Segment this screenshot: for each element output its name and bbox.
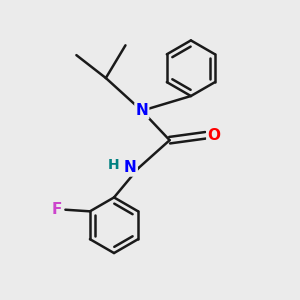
Text: H: H xyxy=(108,158,120,172)
Text: N: N xyxy=(135,103,148,118)
Text: N: N xyxy=(124,160,137,175)
Text: F: F xyxy=(52,202,62,217)
Text: O: O xyxy=(207,128,220,143)
